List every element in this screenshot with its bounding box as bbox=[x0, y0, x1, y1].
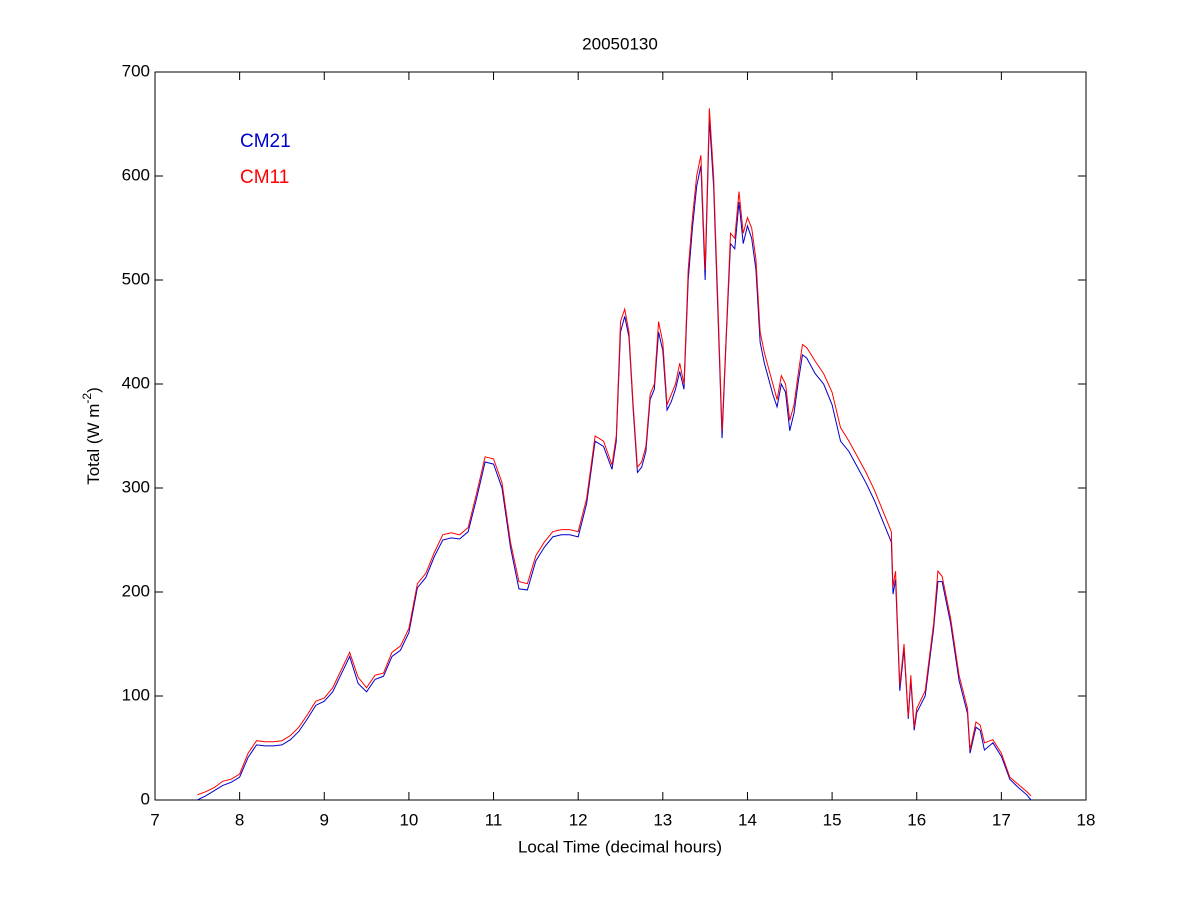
series-line bbox=[197, 118, 1032, 801]
y-axis-label-end: ) bbox=[84, 387, 103, 393]
y-axis-label-sup: -2 bbox=[80, 393, 94, 404]
plot-frame bbox=[154, 71, 1087, 801]
x-axis-label: Local Time (decimal hours) bbox=[518, 837, 722, 856]
x-tick-label: 14 bbox=[738, 810, 757, 829]
y-tick-label: 700 bbox=[122, 61, 150, 80]
x-tick-label: 8 bbox=[235, 810, 244, 829]
y-tick-label: 0 bbox=[141, 789, 150, 808]
y-tick-label: 500 bbox=[122, 269, 150, 288]
y-tick-label: 100 bbox=[122, 685, 150, 704]
x-tick-label: 9 bbox=[320, 810, 329, 829]
x-tick-label: 10 bbox=[399, 810, 418, 829]
y-tick-label: 200 bbox=[122, 581, 150, 600]
chart-title: 20050130 bbox=[582, 34, 658, 53]
y-tick-label: 300 bbox=[122, 477, 150, 496]
y-axis-label: Total (W m-2) bbox=[80, 387, 103, 485]
y-axis-label-text: Total (W m bbox=[84, 404, 103, 485]
series-line bbox=[197, 108, 1032, 797]
x-tick-label: 11 bbox=[485, 810, 503, 829]
y-tick-label: 400 bbox=[122, 373, 150, 392]
x-tick-label: 15 bbox=[823, 810, 842, 829]
x-tick-label: 13 bbox=[653, 810, 672, 829]
y-tick-label: 600 bbox=[122, 165, 150, 184]
x-tick-label: 7 bbox=[150, 810, 159, 829]
x-tick-label: 12 bbox=[569, 810, 588, 829]
legend-label: CM21 bbox=[240, 131, 291, 152]
x-tick-label: 16 bbox=[907, 810, 926, 829]
legend-label: CM11 bbox=[240, 167, 289, 188]
x-tick-label: 18 bbox=[1077, 810, 1096, 829]
x-tick-label: 17 bbox=[992, 810, 1011, 829]
